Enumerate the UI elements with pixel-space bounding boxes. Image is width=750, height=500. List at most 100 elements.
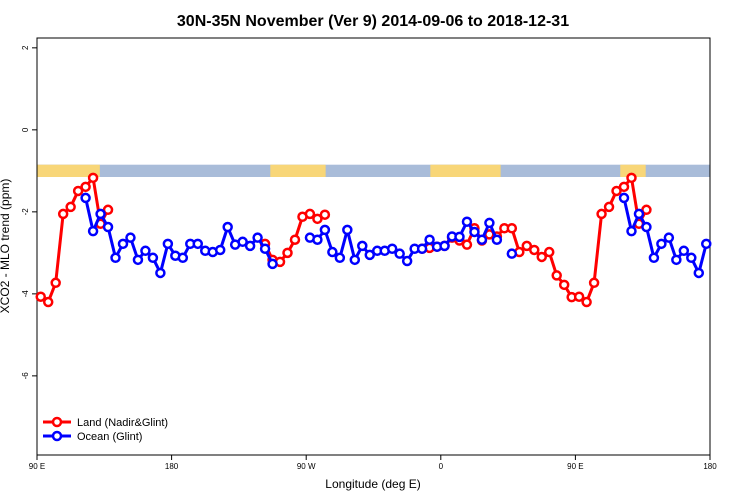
data-point [394, 248, 405, 259]
data-point [641, 204, 652, 216]
plot-frame [36, 37, 711, 456]
data-point [80, 181, 91, 193]
data-point [177, 252, 189, 264]
data-point [87, 172, 99, 184]
data-point [102, 221, 114, 233]
data-point [214, 244, 226, 256]
data-point [461, 216, 473, 227]
data-point [110, 252, 121, 264]
data-point [289, 234, 301, 245]
data-point [117, 238, 129, 250]
data-point [536, 251, 547, 263]
data-point [693, 267, 705, 279]
data-point [312, 213, 323, 225]
data-point [626, 172, 637, 184]
data-point [543, 246, 555, 258]
data-point [57, 208, 69, 220]
data-point [424, 234, 435, 245]
data-point [95, 208, 106, 220]
x-tick-label: 180 [703, 462, 717, 471]
data-point [671, 254, 682, 266]
data-point [132, 254, 144, 266]
data-point [633, 208, 645, 220]
data-point [484, 217, 495, 229]
data-point [42, 296, 54, 308]
x-tick-label: 90 E [567, 462, 583, 471]
data-point [349, 254, 361, 266]
data-point [596, 208, 607, 220]
chart-title: 30N-35N November (Ver 9) 2014-09-06 to 2… [177, 13, 569, 30]
x-tick-label: 0 [439, 462, 444, 471]
data-point [72, 185, 84, 197]
data-point [237, 236, 248, 248]
data-point [65, 201, 76, 213]
data-point [611, 185, 622, 197]
data-point [618, 181, 630, 193]
legend-label: Land (Nadir&Glint) [77, 417, 168, 429]
data-point [626, 225, 637, 237]
data-point [573, 291, 585, 302]
data-point [327, 246, 338, 258]
data-point [469, 226, 480, 238]
data-point [259, 243, 271, 255]
legend-label: Ocean (Glint) [77, 431, 142, 443]
data-point [678, 245, 690, 257]
data-point [102, 204, 114, 216]
data-point [312, 234, 323, 245]
legend: Land (Nadir&Glint) Ocean (Glint) [43, 416, 168, 443]
data-point [125, 232, 136, 243]
data-point [701, 238, 712, 250]
y-tick-label: -6 [21, 372, 30, 380]
data-point [454, 231, 465, 243]
data-point [581, 296, 592, 308]
data-point [618, 192, 630, 204]
data-point [476, 234, 488, 245]
data-point [50, 277, 61, 289]
data-point [386, 243, 398, 255]
data-point [319, 209, 331, 220]
data-point [267, 258, 278, 270]
data-point [439, 240, 450, 252]
y-tick-label: -4 [21, 290, 30, 298]
data-point [686, 252, 697, 264]
data-point [147, 252, 159, 264]
y-axis-label: XCO2 - MLO trend (ppm) [0, 179, 12, 314]
land-band [37, 164, 100, 177]
land-band [620, 164, 646, 177]
legend-marker [51, 416, 63, 428]
data-point [648, 252, 660, 264]
data-point [162, 238, 174, 250]
legend-marker [51, 430, 63, 442]
data-point [342, 224, 353, 236]
data-point [364, 249, 376, 261]
data-point [319, 224, 331, 236]
data-point [80, 192, 91, 204]
y-tick-label: 2 [21, 45, 30, 50]
data-point [506, 248, 518, 259]
x-tick-label: 90 E [29, 462, 45, 471]
data-point [603, 201, 615, 213]
data-point [244, 240, 256, 252]
data-point [521, 240, 533, 252]
data-point [252, 232, 263, 243]
data-point [35, 291, 46, 302]
data-point [641, 221, 652, 233]
land-band [430, 164, 501, 177]
data-point [401, 255, 413, 267]
data-point [461, 239, 473, 250]
data-point [491, 234, 503, 245]
data-point [334, 252, 346, 264]
data-point [663, 232, 675, 243]
data-point [357, 240, 368, 252]
data-point [282, 247, 293, 259]
data-point [416, 243, 428, 255]
land-band [270, 164, 326, 177]
data-point [222, 221, 233, 233]
x-axis-label: Longitude (deg E) [325, 477, 420, 491]
x-tick-label: 180 [165, 462, 179, 471]
data-point [140, 245, 151, 257]
data-point [529, 244, 540, 256]
data-point [558, 279, 570, 291]
data-point [656, 238, 667, 250]
